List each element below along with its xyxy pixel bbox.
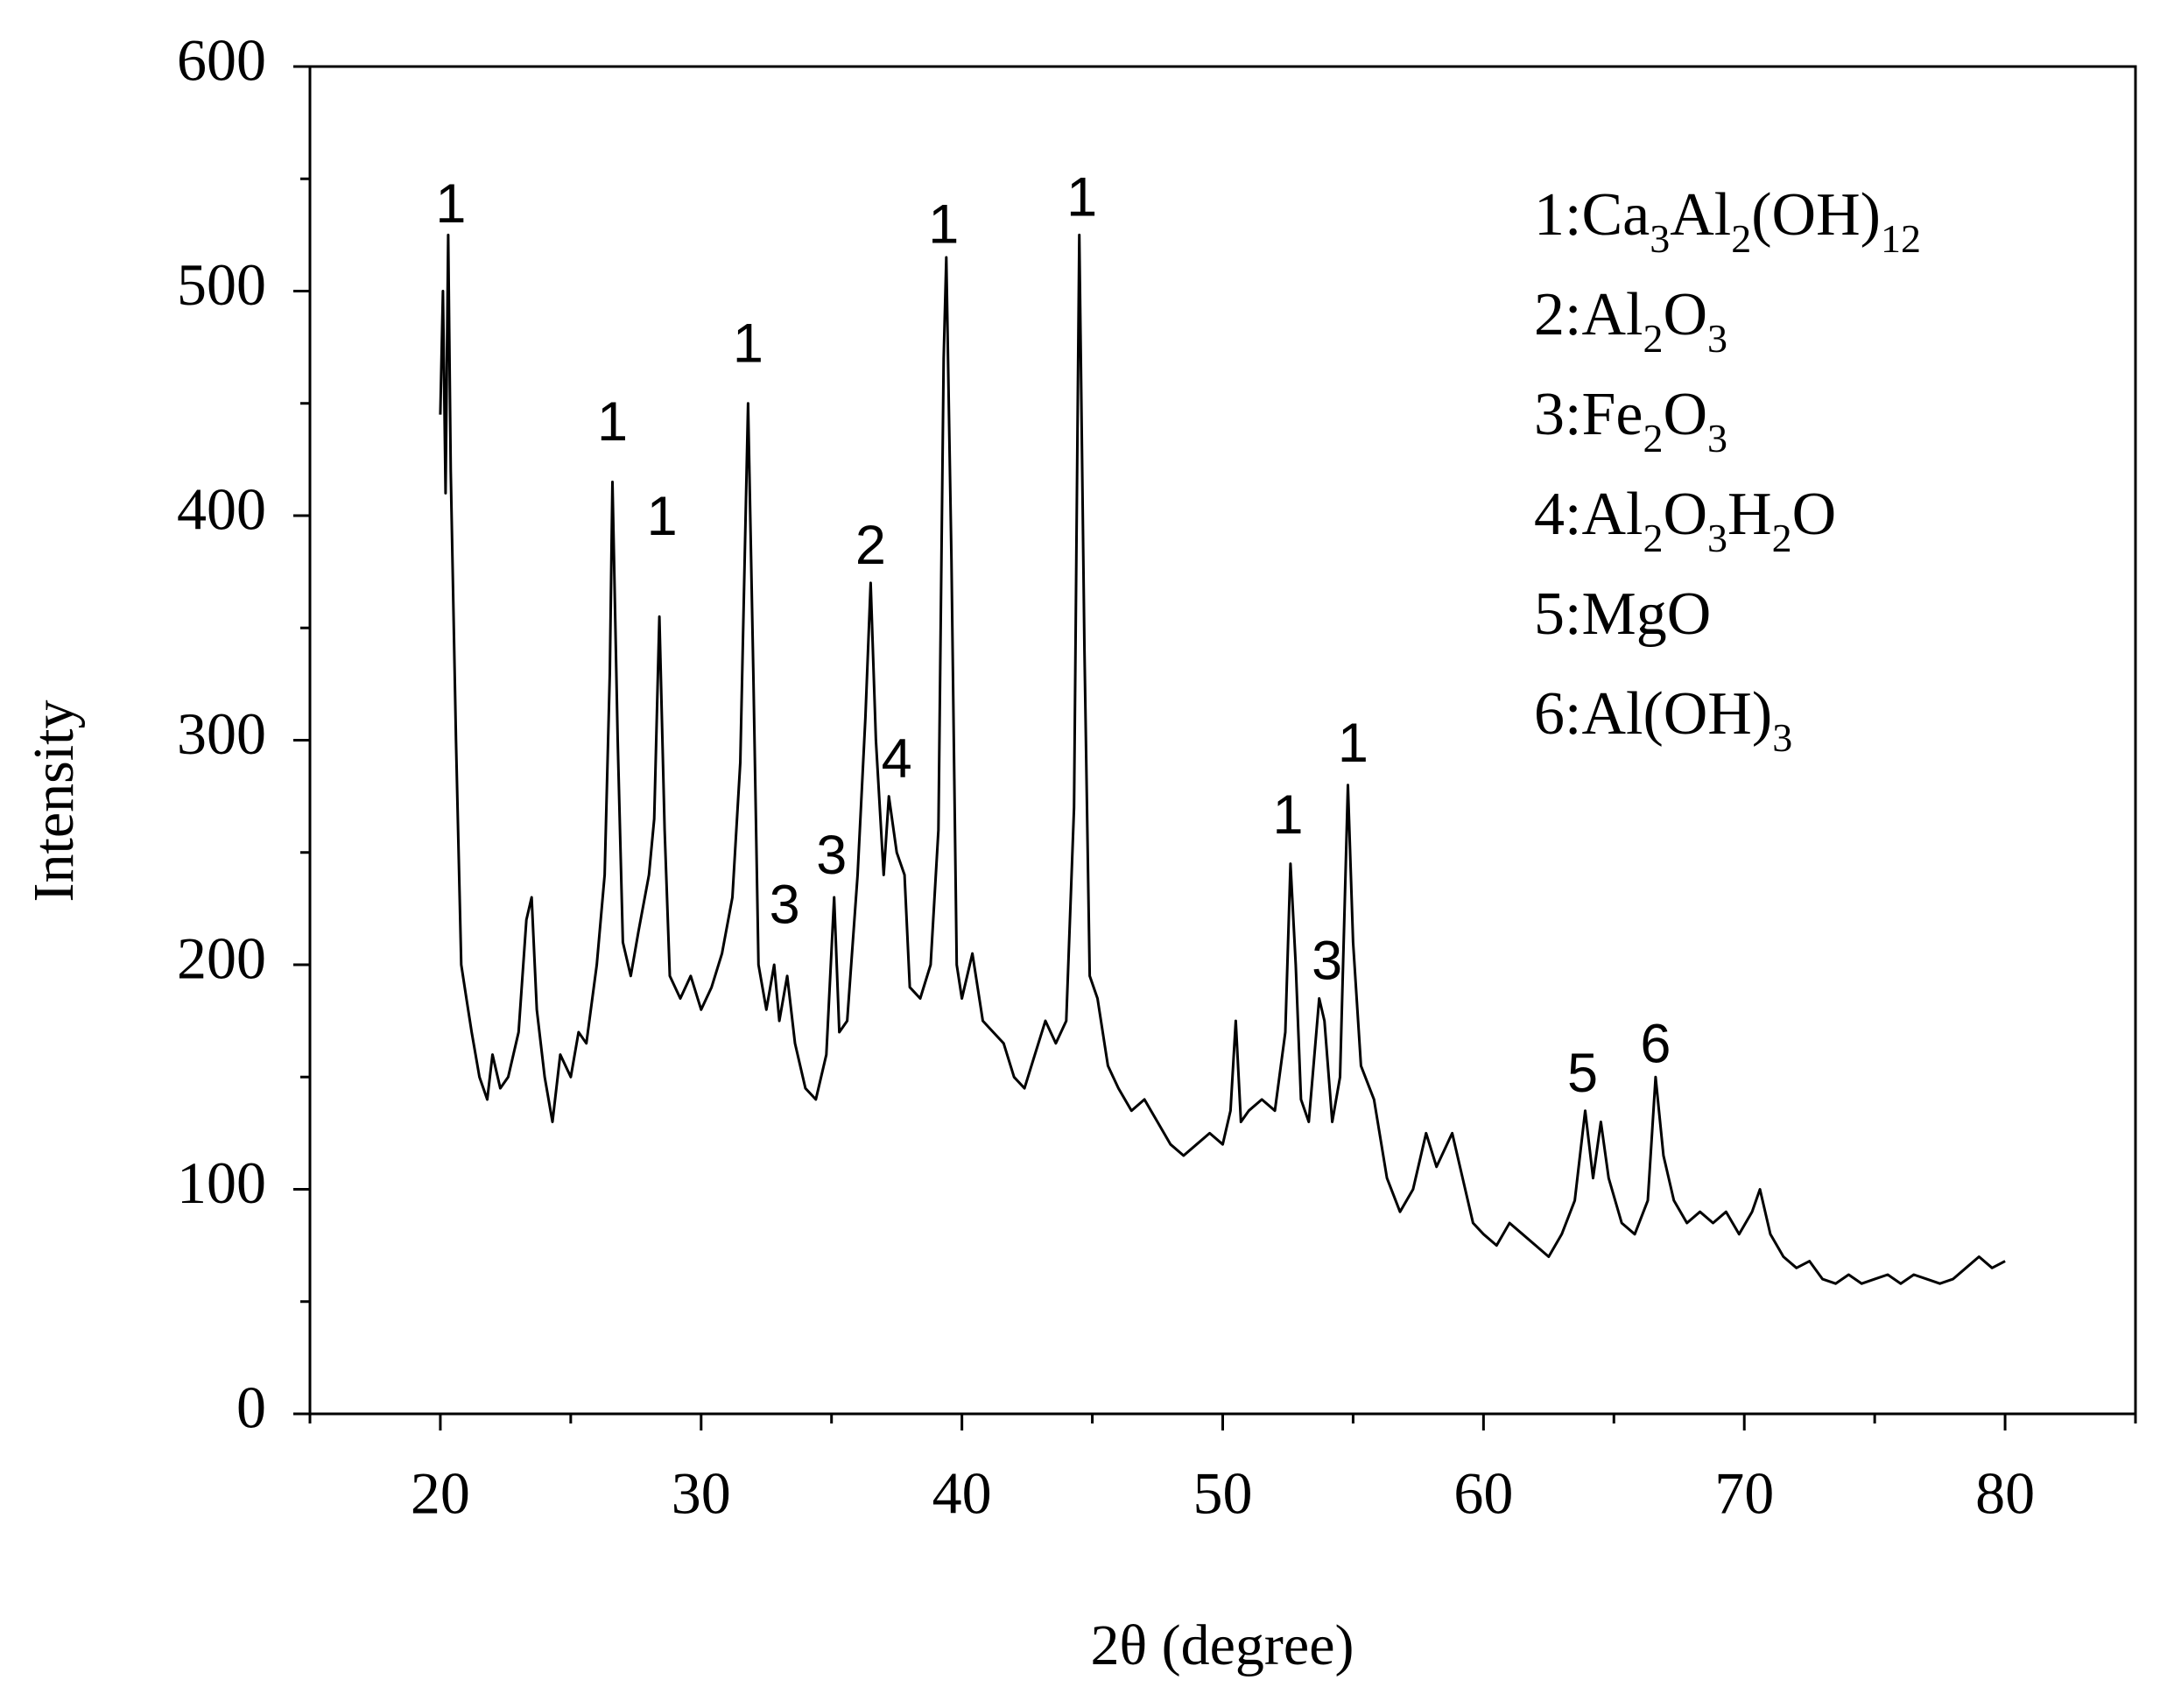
peak-label: 3: [770, 875, 800, 936]
legend-text: O: [1792, 481, 1837, 548]
legend-text: O: [1663, 281, 1707, 348]
peak-label: 1: [1066, 167, 1097, 228]
legend-text: Al: [1670, 181, 1731, 249]
x-tick-label: 30: [672, 1460, 731, 1527]
legend-subscript: 3: [1772, 715, 1792, 760]
legend-subscript: 3: [1707, 516, 1727, 560]
y-tick-label: 300: [177, 700, 266, 767]
peak-label: 1: [647, 486, 678, 547]
legend-text: (OH): [1751, 181, 1881, 249]
peak-label: 5: [1567, 1043, 1598, 1104]
x-tick-label: 20: [411, 1460, 470, 1527]
legend-text: 2:Al: [1534, 281, 1643, 348]
peak-label: 4: [882, 728, 912, 790]
legend-subscript: 12: [1881, 216, 1921, 261]
legend-subscript: 2: [1643, 516, 1663, 560]
legend-entry: 6:Al(OH)3: [1534, 680, 1792, 760]
plot-frame: [308, 65, 2137, 1416]
peak-label: 1: [1272, 784, 1303, 846]
legend-subscript: 2: [1643, 416, 1663, 460]
legend-entry: 2:Al2O3: [1534, 281, 1727, 361]
legend-text: 5:MgO: [1534, 580, 1711, 648]
peak-label: 3: [1312, 931, 1342, 992]
legend-subscript: 2: [1731, 216, 1751, 261]
y-tick-label: 200: [177, 925, 266, 992]
legend-subscript: 2: [1643, 316, 1663, 361]
legend-text: 3:Fe: [1534, 381, 1643, 448]
y-tick-label: 600: [177, 27, 266, 94]
legend-subscript: 3: [1707, 316, 1727, 361]
x-tick-label: 40: [932, 1460, 992, 1527]
legend-entry: 4:Al2O3H2O: [1534, 481, 1836, 560]
x-tick-label: 60: [1453, 1460, 1513, 1527]
legend-text: O: [1663, 381, 1707, 448]
legend-subscript: 3: [1707, 416, 1727, 460]
x-tick-label: 50: [1193, 1460, 1253, 1527]
y-tick-label: 400: [177, 476, 266, 543]
peak-label: 2: [855, 515, 886, 576]
y-tick-label: 500: [177, 251, 266, 318]
peak-label: 1: [435, 173, 466, 235]
x-tick-label: 70: [1714, 1460, 1774, 1527]
legend-entry: 3:Fe2O3: [1534, 381, 1727, 460]
peak-label: 1: [928, 193, 959, 255]
legend-entry: 1:Ca3Al2(OH)12: [1534, 181, 1921, 261]
y-tick-label: 0: [236, 1374, 266, 1441]
legend-text: 6:Al(OH): [1534, 680, 1772, 748]
x-axis-label: 2θ (degree): [1091, 1613, 1354, 1677]
legend-subscript: 2: [1772, 516, 1792, 560]
data-line: [439, 233, 2006, 1285]
peak-label: 1: [1338, 713, 1368, 774]
peak-label: 1: [597, 391, 628, 453]
x-tick-label: 80: [1975, 1460, 2035, 1527]
peak-label: 6: [1640, 1014, 1671, 1075]
y-tick-label: 100: [177, 1149, 266, 1216]
legend-text: O: [1663, 481, 1707, 548]
legend-entry: 5:MgO: [1534, 580, 1711, 648]
legend-text: 1:Ca: [1534, 181, 1650, 249]
legend-subscript: 3: [1650, 216, 1670, 261]
y-axis-label: Intensity: [22, 700, 86, 903]
peak-label: 1: [733, 313, 763, 374]
legend-text: 4:Al: [1534, 481, 1643, 548]
peak-label: 3: [816, 825, 847, 886]
legend-text: H: [1727, 481, 1772, 548]
